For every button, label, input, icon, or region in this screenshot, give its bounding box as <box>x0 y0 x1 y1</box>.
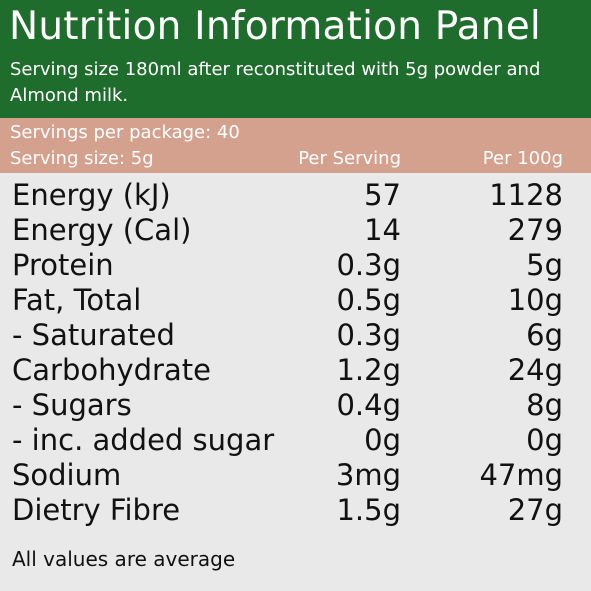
nutrient-per-serving: 0.4g <box>336 388 401 422</box>
nutrient-per-100g: 5g <box>526 248 563 282</box>
nutrient-row-sugars: - Sugars 0.4g 8g <box>0 388 591 423</box>
nutrient-per-serving: 3mg <box>335 458 401 492</box>
nutrient-row-carbohydrate: Carbohydrate 1.2g 24g <box>0 353 591 388</box>
nutrient-name: Energy (Cal) <box>12 213 192 247</box>
nutrient-per-serving: 1.2g <box>336 353 401 387</box>
nutrient-per-100g: 1128 <box>489 178 563 212</box>
nutrient-row-dietry-fibre: Dietry Fibre 1.5g 27g <box>0 493 591 528</box>
nutrient-row-energy-cal: Energy (Cal) 14 279 <box>0 213 591 248</box>
footer-note: All values are average <box>12 547 236 571</box>
nutrient-table: Energy (kJ) 57 1128 Energy (Cal) 14 279 … <box>0 178 591 528</box>
nutrient-name: Sodium <box>12 458 122 492</box>
nutrient-per-100g: 47mg <box>479 458 563 492</box>
nutrient-name: Carbohydrate <box>12 353 211 387</box>
nutrient-per-100g: 6g <box>526 318 563 352</box>
nutrient-per-100g: 279 <box>507 213 563 247</box>
nutrient-per-serving: 14 <box>364 213 401 247</box>
nutrient-name: Dietry Fibre <box>12 493 181 527</box>
serving-size: Serving size: 5g <box>10 148 154 169</box>
nutrient-name: - inc. added sugar <box>12 423 275 457</box>
serving-description: Serving size 180ml after reconstituted w… <box>10 59 541 106</box>
per-serving-header: Per Serving <box>298 148 401 169</box>
nutrient-row-saturated: - Saturated 0.3g 6g <box>0 318 591 353</box>
nutrient-per-serving: 0g <box>364 423 401 457</box>
header-panel: Nutrition Information Panel Serving size… <box>0 0 591 118</box>
per-100g-header: Per 100g <box>482 148 563 169</box>
nutrient-per-serving: 0.3g <box>336 318 401 352</box>
nutrient-row-sodium: Sodium 3mg 47mg <box>0 458 591 493</box>
nutrient-name: Fat, Total <box>12 283 142 317</box>
nutrient-name: - Saturated <box>12 318 175 352</box>
nutrient-name: Energy (kJ) <box>12 178 171 212</box>
nutrient-per-100g: 10g <box>507 283 563 317</box>
nutrient-name: Protein <box>12 248 114 282</box>
nutrient-row-added-sugar: - inc. added sugar 0g 0g <box>0 423 591 458</box>
nutrient-per-serving: 0.5g <box>336 283 401 317</box>
nutrient-per-100g: 0g <box>526 423 563 457</box>
servings-per-package: Servings per package: 40 <box>10 122 240 143</box>
nutrient-per-100g: 24g <box>507 353 563 387</box>
summary-band: Servings per package: 40 Serving size: 5… <box>0 118 591 173</box>
nutrient-row-protein: Protein 0.3g 5g <box>0 248 591 283</box>
nutrient-row-energy-kj: Energy (kJ) 57 1128 <box>0 178 591 213</box>
nutrient-per-100g: 8g <box>526 388 563 422</box>
nutrient-per-serving: 57 <box>364 178 401 212</box>
panel-title: Nutrition Information Panel <box>9 4 541 49</box>
nutrient-name: - Sugars <box>12 388 132 422</box>
nutrient-per-100g: 27g <box>507 493 563 527</box>
nutrient-per-serving: 1.5g <box>336 493 401 527</box>
nutrient-row-fat-total: Fat, Total 0.5g 10g <box>0 283 591 318</box>
nutrient-per-serving: 0.3g <box>336 248 401 282</box>
